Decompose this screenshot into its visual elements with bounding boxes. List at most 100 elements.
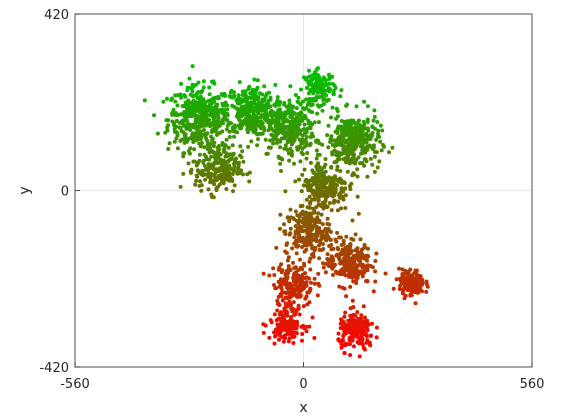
scatter-point bbox=[310, 246, 315, 251]
scatter-point bbox=[359, 151, 363, 156]
scatter-point bbox=[295, 123, 300, 128]
scatter-point bbox=[188, 108, 193, 113]
scatter-point bbox=[317, 104, 322, 109]
scatter-point bbox=[330, 74, 335, 79]
scatter-point bbox=[314, 156, 319, 161]
scatter-point bbox=[211, 122, 216, 127]
scatter-point bbox=[333, 174, 337, 179]
scatter-point bbox=[268, 110, 273, 115]
scatter-point bbox=[294, 307, 299, 312]
scatter-point bbox=[304, 97, 309, 102]
scatter-point bbox=[308, 211, 313, 216]
scatter-point bbox=[175, 103, 180, 108]
scatter-point bbox=[262, 98, 267, 103]
scatter-point bbox=[295, 99, 300, 104]
scatter-point bbox=[348, 313, 353, 318]
scatter-point bbox=[365, 258, 369, 263]
scatter-point bbox=[338, 235, 343, 240]
scatter-point bbox=[336, 157, 340, 162]
scatter-point bbox=[369, 144, 373, 149]
scatter-point bbox=[372, 108, 377, 113]
scatter-point bbox=[261, 271, 266, 276]
scatter-point bbox=[288, 103, 293, 108]
scatter-point bbox=[334, 239, 339, 244]
scatter-point bbox=[170, 111, 175, 115]
scatter-point bbox=[242, 104, 247, 109]
scatter-point bbox=[306, 183, 311, 188]
scatter-point bbox=[281, 112, 286, 117]
scatter-point bbox=[336, 177, 341, 182]
scatter-point bbox=[170, 96, 174, 101]
scatter-point bbox=[248, 120, 253, 125]
scatter-point bbox=[357, 319, 362, 323]
scatter-point bbox=[298, 226, 303, 231]
scatter-point bbox=[178, 125, 183, 130]
scatter-point bbox=[289, 303, 293, 308]
scatter-point bbox=[405, 288, 410, 293]
scatter-point bbox=[155, 131, 160, 136]
scatter-point bbox=[307, 96, 312, 101]
scatter-point bbox=[372, 154, 377, 159]
scatter-point bbox=[304, 329, 309, 334]
scatter-point bbox=[279, 136, 284, 141]
scatter-point bbox=[275, 298, 280, 303]
x-axis-ticks: -560 0 560 bbox=[60, 362, 544, 392]
scatter-point bbox=[329, 115, 333, 120]
scatter-point bbox=[362, 99, 367, 104]
scatter-point bbox=[413, 270, 418, 275]
scatter-point bbox=[357, 354, 362, 359]
scatter-point bbox=[342, 351, 347, 356]
scatter-point bbox=[202, 115, 207, 120]
scatter-point bbox=[238, 118, 243, 123]
scatter-point bbox=[315, 215, 320, 220]
scatter-point bbox=[288, 295, 293, 300]
scatter-point bbox=[365, 318, 370, 323]
scatter-point bbox=[302, 127, 307, 132]
scatter-point bbox=[273, 103, 278, 108]
scatter-point bbox=[352, 146, 357, 151]
scatter-point bbox=[230, 172, 235, 176]
scatter-point bbox=[283, 249, 288, 254]
scatter-point bbox=[199, 188, 204, 193]
scatter-point bbox=[297, 129, 302, 134]
scatter-point bbox=[356, 125, 361, 130]
scatter-point bbox=[241, 159, 246, 164]
scatter-point bbox=[359, 313, 364, 318]
scatter-point bbox=[273, 137, 278, 142]
scatter-point bbox=[262, 103, 267, 108]
scatter-point bbox=[243, 93, 248, 98]
scatter-point bbox=[280, 268, 285, 273]
scatter-point bbox=[217, 144, 221, 148]
scatter-point bbox=[207, 150, 212, 155]
scatter-point bbox=[230, 179, 235, 183]
scatter-point bbox=[347, 320, 352, 325]
scatter-point bbox=[297, 113, 302, 118]
scatter-point bbox=[293, 131, 298, 136]
scatter-point bbox=[294, 319, 299, 324]
scatter-point bbox=[224, 137, 229, 142]
scatter-point bbox=[232, 183, 237, 188]
scatter-point bbox=[333, 139, 338, 144]
scatter-point bbox=[330, 152, 335, 157]
scatter-point bbox=[349, 269, 354, 274]
scatter-point bbox=[254, 123, 259, 128]
scatter-point bbox=[355, 340, 360, 345]
scatter-point bbox=[308, 256, 313, 261]
scatter-point bbox=[273, 131, 278, 136]
scatter-point bbox=[222, 103, 227, 108]
scatter-point bbox=[229, 156, 234, 161]
scatter-point bbox=[198, 144, 203, 149]
scatter-point bbox=[424, 289, 429, 294]
scatter-point bbox=[361, 304, 366, 309]
scatter-point bbox=[391, 286, 396, 291]
scatter-point bbox=[298, 102, 303, 107]
scatter-point bbox=[280, 116, 285, 121]
scatter-point bbox=[363, 150, 368, 155]
scatter-point bbox=[174, 130, 179, 135]
scatter-point bbox=[206, 171, 211, 176]
scatter-point bbox=[348, 187, 353, 192]
scatter-point bbox=[161, 99, 166, 104]
scatter-point bbox=[286, 151, 291, 156]
scatter-point bbox=[256, 137, 260, 142]
scatter-point bbox=[300, 235, 305, 240]
